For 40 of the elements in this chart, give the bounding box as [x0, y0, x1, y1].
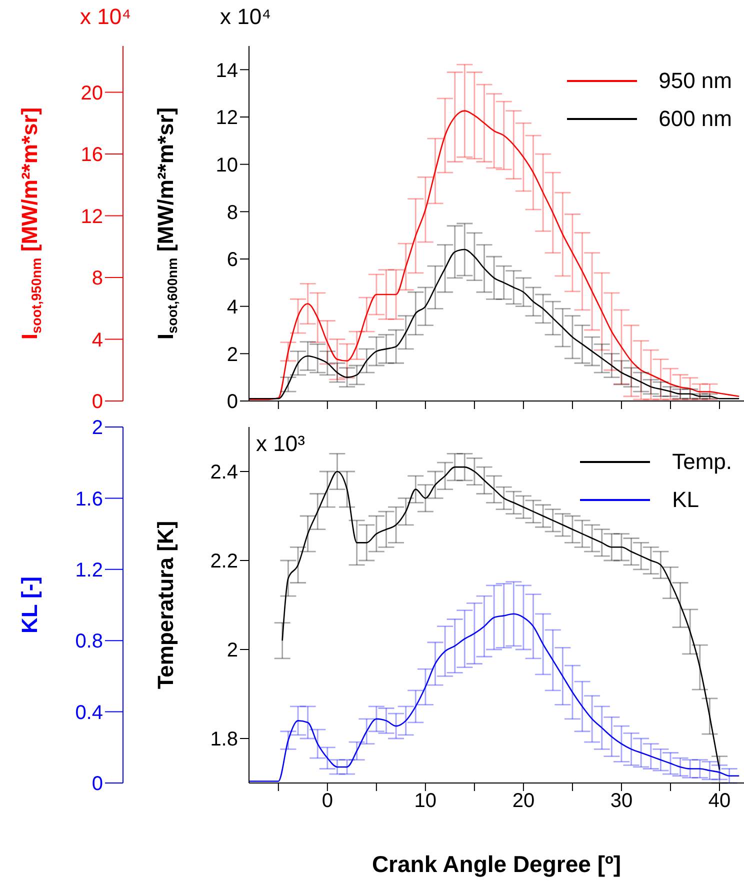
y-axis-title: Temperatura [K]	[152, 520, 178, 690]
y2-tick-label: 12	[80, 206, 103, 228]
y2-tick-label: 1.6	[75, 488, 103, 510]
annotation: x 10³	[256, 431, 305, 457]
legend-label: 600 nm	[658, 106, 732, 132]
y-tick-label: 2	[226, 344, 238, 366]
x-tick-label: 40	[708, 790, 731, 812]
y-tick-label: 10	[216, 154, 238, 176]
y-tick-label: 4	[226, 296, 238, 318]
x-tick-label: 30	[610, 790, 633, 812]
x-tick-label: 0	[322, 790, 333, 812]
y-tick-label: 8	[226, 202, 238, 224]
y2-tick-label: 16	[80, 144, 103, 166]
x-tick-label: 20	[512, 790, 535, 812]
x-tick-label: 10	[414, 790, 437, 812]
y2-tick-label: 1.2	[75, 560, 103, 582]
line-series	[249, 613, 740, 782]
y-tick-label: 6	[226, 249, 238, 272]
text: x 10⁴	[80, 4, 132, 30]
y-tick-label: 2	[226, 640, 238, 662]
x-axis-title: Crank Angle Degree [º]	[372, 851, 622, 877]
y-tick-label: 2.4	[210, 462, 238, 484]
y-tick-label: 2.2	[210, 550, 238, 573]
y2-tick-label: 20	[80, 82, 103, 104]
y-tick-label: 0	[226, 391, 238, 414]
y-tick-label: 12	[216, 107, 238, 130]
legend-label: 950 nm	[658, 68, 732, 94]
y-tick-label: 14	[216, 60, 238, 82]
y2-tick-label: 0.4	[75, 702, 103, 724]
y2-tick-label: 0	[92, 773, 103, 796]
y2-tick-label: 4	[92, 329, 103, 352]
y2-tick-label: 8	[92, 268, 103, 290]
y-tick-label: 1.8	[210, 728, 238, 751]
y2-tick-label: 0	[92, 391, 103, 414]
legend-label: Temp.	[672, 449, 732, 475]
y2-tick-label: 2	[92, 417, 103, 440]
y2-axis-title: KL [-]	[16, 576, 42, 634]
text: x 10⁴	[220, 4, 272, 30]
y2-tick-label: 0.8	[75, 630, 103, 653]
legend-label: KL	[672, 487, 699, 513]
